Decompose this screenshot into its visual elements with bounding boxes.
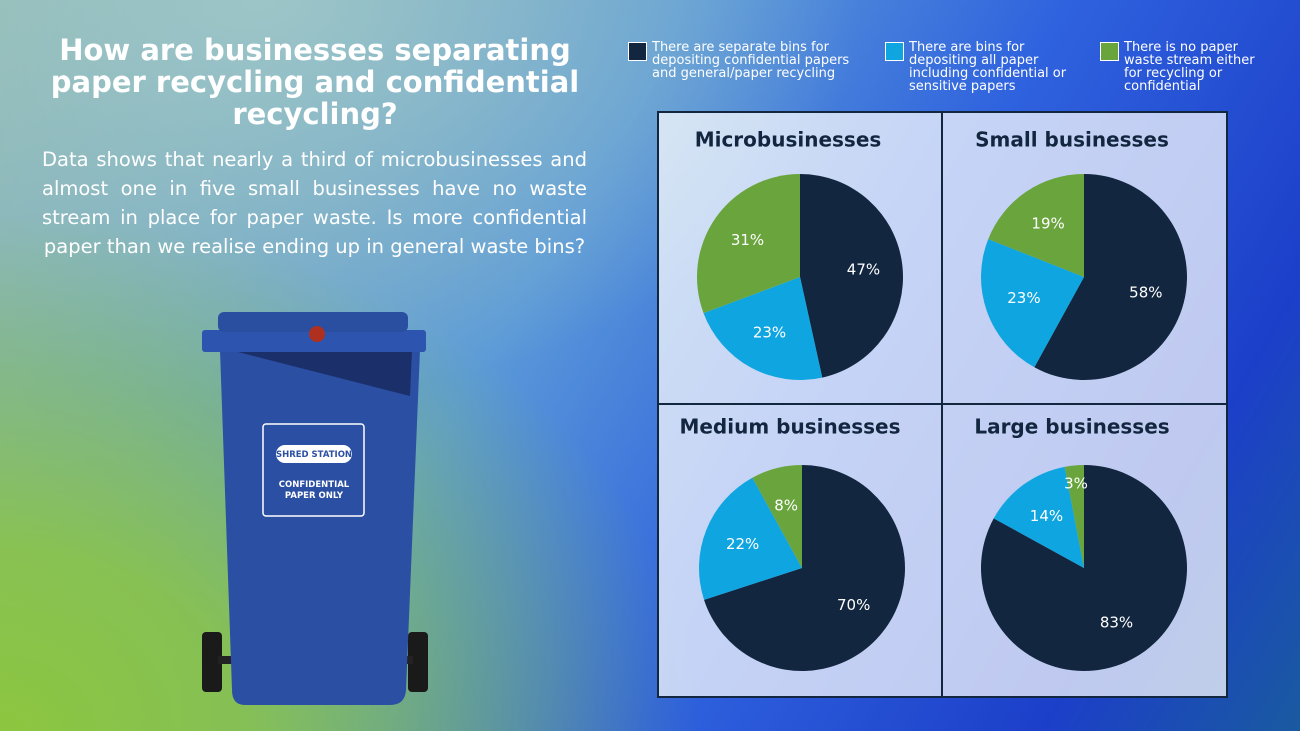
pie-slice (699, 477, 802, 600)
pie-title: Small businesses (975, 128, 1169, 152)
pie-slice (704, 465, 905, 671)
pie-slice (1034, 174, 1188, 381)
description: Data shows that nearly a third of microb… (42, 148, 587, 258)
pie-title: Medium businesses (679, 415, 900, 439)
page-title: How are businesses separating paper recy… (50, 33, 580, 131)
bin-illustration: SHRED STATION CONFIDENTIAL PAPER ONLY (202, 312, 428, 705)
legend-swatch (1100, 42, 1119, 61)
wheel (202, 632, 222, 692)
data-label: 8% (774, 497, 798, 515)
bin-body (220, 350, 420, 705)
data-label: 22% (726, 535, 759, 553)
pie-slice (703, 277, 823, 380)
lock (309, 326, 325, 342)
bin-shadow (230, 350, 412, 396)
brand: SHRED STATION (276, 450, 352, 460)
legend-swatch (885, 42, 904, 61)
data-label: 23% (1007, 289, 1040, 307)
data-label: 14% (1030, 507, 1063, 525)
pie-slice (993, 466, 1084, 568)
pie-slice (752, 465, 802, 568)
data-label: 83% (1100, 613, 1133, 631)
data-label: 47% (847, 261, 880, 279)
brand-badge (276, 445, 352, 463)
legend-label: There are separate bins for depositing c… (652, 40, 850, 81)
pie-slice (988, 174, 1084, 277)
legend-label: There is no paper waste stream either fo… (1124, 40, 1255, 94)
legend-label: There are bins for depositing all paper … (909, 40, 1067, 94)
bin-label-box: CONFIDENTIAL PAPER ONLY (278, 480, 350, 501)
data-label: 31% (731, 231, 764, 249)
pie-title: Microbusinesses (695, 128, 882, 152)
label-panel (262, 423, 365, 517)
data-label: 23% (753, 324, 786, 342)
bin-lid-top (218, 312, 408, 332)
data-label: 3% (1064, 474, 1088, 492)
data-label: 70% (837, 596, 870, 614)
pie-slice (697, 174, 800, 314)
data-label: 19% (1031, 215, 1064, 233)
data-label: 58% (1129, 283, 1162, 301)
legend-swatch (628, 42, 647, 61)
pie-slice (800, 174, 903, 378)
wheel (408, 632, 428, 692)
pie-title: Large businesses (974, 415, 1169, 439)
pie-slice (981, 239, 1084, 368)
pie-slice (1064, 465, 1084, 568)
bin-label: CONFIDENTIAL PAPER ONLY (278, 480, 350, 501)
